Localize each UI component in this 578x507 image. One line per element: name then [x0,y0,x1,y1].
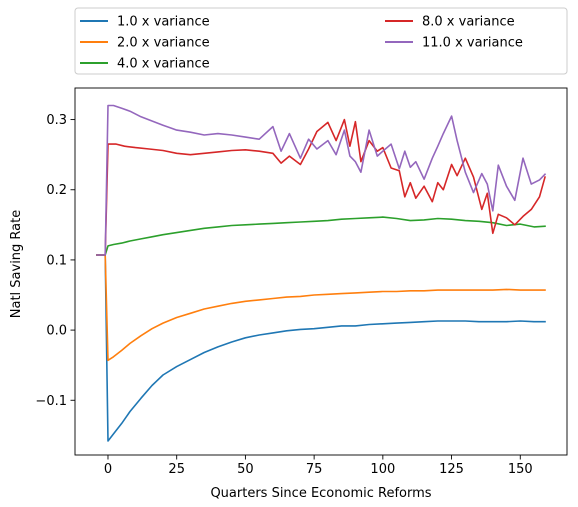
plot-area [96,104,547,442]
series-line-1 [96,254,546,442]
y-axis-label: Natl Saving Rate [9,210,24,319]
legend-box [74,7,568,75]
x-axis-label: Quarters Since Economic Reforms [210,486,431,501]
legend[interactable]: 1.0 x variance 2.0 x variance 4.0 x varian… [74,7,568,75]
legend-label-1: 1.0 x variance [117,15,210,30]
y-tick-label: 0.0 [46,324,67,339]
x-tick-label: 150 [508,462,533,477]
x-tick-label: 50 [237,462,254,477]
series-line-5 [96,104,547,256]
series-line-3 [96,216,546,256]
y-tick-label: −0.1 [35,394,67,409]
x-tick-label: 25 [168,462,185,477]
legend-label-5: 11.0 x variance [422,36,523,51]
y-tick-label: 0.2 [46,183,67,198]
x-tick-label: 125 [439,462,464,477]
series-line-2 [96,254,546,362]
x-tick-label: 0 [104,462,112,477]
x-tick-label: 75 [306,462,323,477]
legend-label-2: 2.0 x variance [117,36,210,51]
y-tick-label: 0.3 [46,113,67,128]
y-tick-label: 0.1 [46,253,67,268]
legend-label-4: 8.0 x variance [422,15,515,30]
x-tick-label: 100 [370,462,395,477]
axes: 0 25 50 75 100 125 150 −0.1 0.0 0.1 0.2 0.3 [35,87,568,477]
legend-label-3: 4.0 x variance [117,57,210,72]
axes-frame [74,87,568,456]
series-line-4 [96,118,546,256]
